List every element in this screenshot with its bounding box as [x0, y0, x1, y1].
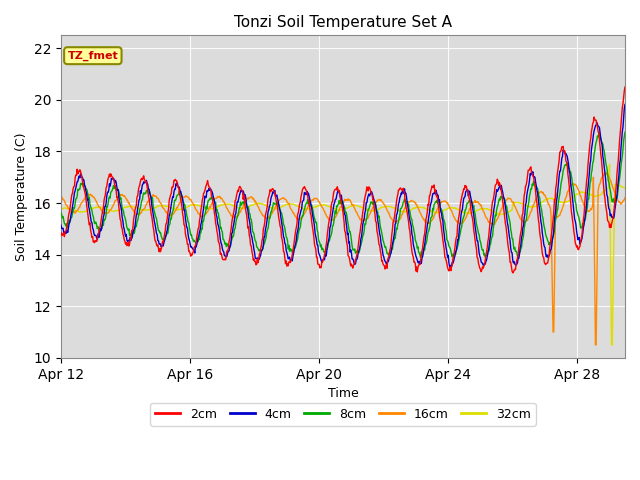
Y-axis label: Soil Temperature (C): Soil Temperature (C) [15, 132, 28, 261]
X-axis label: Time: Time [328, 387, 358, 400]
Title: Tonzi Soil Temperature Set A: Tonzi Soil Temperature Set A [234, 15, 452, 30]
Text: TZ_fmet: TZ_fmet [67, 50, 118, 61]
Legend: 2cm, 4cm, 8cm, 16cm, 32cm: 2cm, 4cm, 8cm, 16cm, 32cm [150, 403, 536, 426]
